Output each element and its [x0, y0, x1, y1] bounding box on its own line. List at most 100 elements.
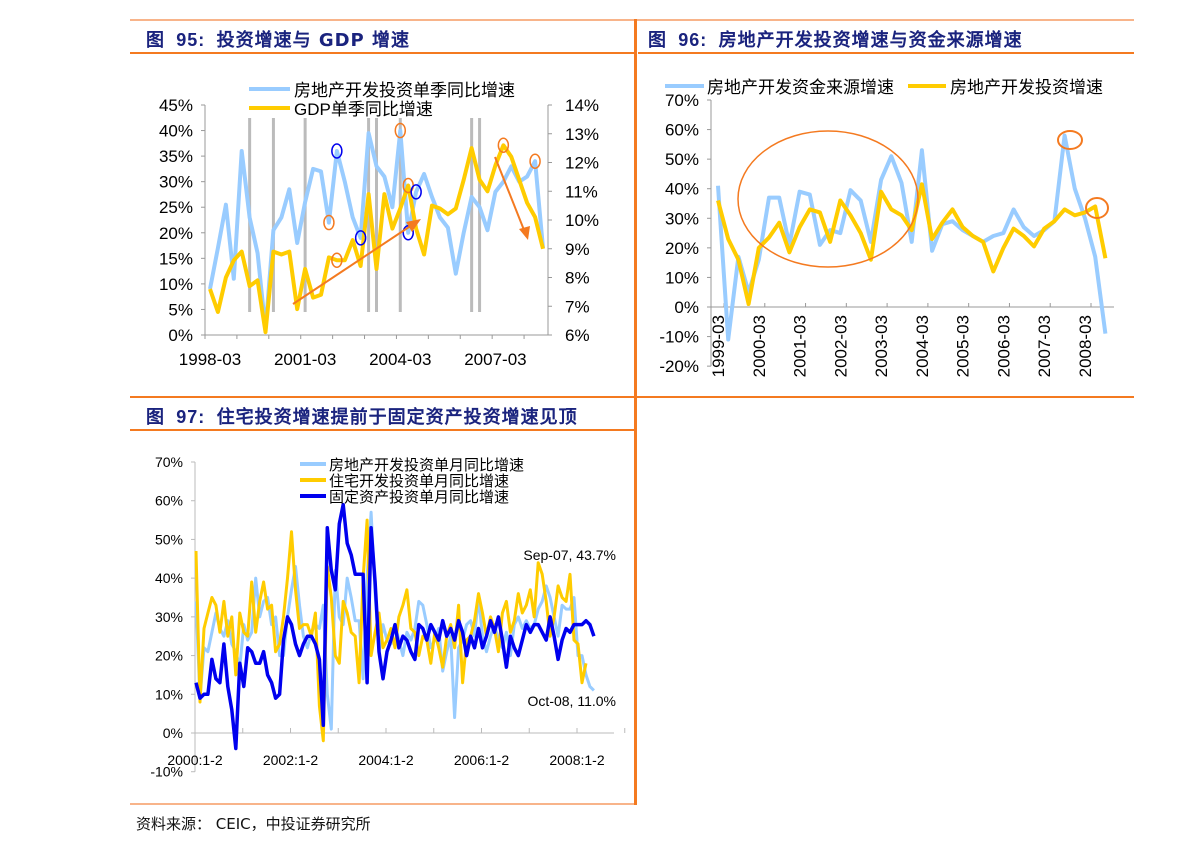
fig96-x-tick-label: 2001-03: [791, 315, 810, 377]
fig96-y-tick-label: -20%: [659, 357, 699, 376]
fig95-blue-circle-marker: [410, 184, 422, 200]
fig97-title-underline: [130, 429, 636, 431]
fig96-title-text: 房地产开发投资增速与资金来源增速: [718, 30, 1023, 51]
fig97-x-tick-label: 2002:1-2: [263, 752, 318, 768]
fig97-number: 97:: [176, 407, 206, 427]
fig97-y-tick-label: 50%: [155, 531, 183, 547]
fig95-prefix: 图: [146, 30, 165, 51]
fig96-peak-circle-marker: [1085, 197, 1109, 219]
fig96-x-tick-label: 1999-03: [709, 315, 728, 377]
fig97-legend-label-fixedasset: 固定资产投资单月同比增速: [329, 489, 509, 506]
fig96-y-tick-label: 30%: [665, 209, 699, 228]
fig95-legend-label-gdp: GDP单季同比增速: [294, 100, 433, 119]
fig95-left-tick-label: 0%: [168, 326, 193, 345]
fig95-x-tick-label: 2001-03: [274, 350, 336, 369]
fig96-y-tick-label: 10%: [665, 268, 699, 287]
fig96-title-underline: [638, 52, 1134, 54]
fig95-x-tick-label: 1998-03: [179, 350, 241, 369]
fig96-legend-label-funding: 房地产开发资金来源增速: [707, 78, 894, 97]
bottom-border-line: [130, 803, 636, 805]
fig95-right-tick-label: 13%: [565, 125, 599, 144]
fig97-series-fixedasset-line: [194, 502, 596, 751]
fig95-downtrend-arrowhead: [519, 226, 530, 240]
fig95-left-tick-label: 45%: [159, 96, 193, 115]
fig95-title-text: 投资增速与 GDP 增速: [216, 30, 411, 51]
fig97-title: 图 97: 住宅投资增速提前于固定资产投资增速见顶: [146, 403, 578, 429]
fig95-left-tick-label: 40%: [159, 122, 193, 141]
fig95-right-tick-label: 10%: [565, 211, 599, 230]
fig95-orange-circle-marker: [331, 252, 343, 268]
fig95-title-underline: [130, 52, 636, 54]
fig97-data-label-peak: Sep-07, 43.7%: [523, 547, 616, 563]
fig96-number: 96:: [678, 30, 708, 50]
fig97-prefix: 图: [146, 407, 165, 428]
fig96-title: 图 96: 房地产开发投资增速与资金来源增速: [648, 26, 1023, 52]
fig95-blue-circle-marker: [354, 230, 367, 246]
fig96-highlight-ellipse: [737, 130, 919, 268]
fig97-y-tick-label: 0%: [163, 725, 183, 741]
fig97-legend-label-residential: 住宅开发投资单月同比增速: [329, 473, 509, 490]
fig95-left-tick-label: 10%: [159, 275, 193, 294]
fig95-right-tick-label: 14%: [565, 96, 599, 115]
fig96-y-tick-label: 40%: [665, 180, 699, 199]
fig95-blue-circle-marker: [331, 143, 343, 159]
fig95-right-tick-label: 7%: [565, 297, 590, 316]
fig95-left-tick-label: 30%: [159, 173, 193, 192]
fig97-y-tick-label: 20%: [155, 648, 183, 664]
fig96-y-tick-label: 70%: [665, 91, 699, 110]
fig96-y-tick-label: 50%: [665, 150, 699, 169]
fig95-orange-circle-marker: [529, 153, 541, 169]
fig95-left-tick-label: 35%: [159, 147, 193, 166]
fig96-y-tick-label: -10%: [659, 328, 699, 347]
fig95-left-tick-label: 15%: [159, 249, 193, 268]
fig96-y-tick-label: 60%: [665, 121, 699, 140]
fig95-uptrend-arrow-line: [292, 224, 413, 305]
fig95-x-tick-label: 2004-03: [369, 350, 431, 369]
fig95-orange-circle-marker: [323, 214, 335, 231]
fig96-series-funding-line: [716, 133, 1108, 342]
fig97-x-tick-label: 2006:1-2: [454, 752, 509, 768]
fig97-title-text: 住宅投资增速提前于固定资产投资增速见顶: [216, 407, 578, 428]
fig95-right-tick-label: 11%: [565, 182, 598, 201]
fig95-downtrend-arrow-line: [494, 156, 525, 231]
fig95-series-gdp-line: [208, 143, 545, 335]
fig96-x-tick-label: 2003-03: [872, 315, 891, 377]
fig96-x-tick-label: 2002-03: [831, 315, 850, 377]
fig95-x-tick-label: 2007-03: [464, 350, 526, 369]
top-border-line: [130, 19, 1134, 21]
fig95-orange-circle-marker: [497, 137, 510, 153]
fig95-legend-label-investment: 房地产开发投资单季同比增速: [294, 81, 515, 100]
fig97-x-tick-label: 2004:1-2: [358, 752, 413, 768]
fig96-legend-label-investment: 房地产开发投资增速: [950, 78, 1103, 97]
row-divider-line: [130, 396, 1134, 398]
fig97-y-tick-label: 40%: [155, 570, 183, 586]
fig95-blue-circle-marker: [402, 225, 414, 241]
fig95-left-tick-label: 5%: [168, 300, 193, 319]
fig96-prefix: 图: [648, 30, 667, 51]
fig97-series-residential-line: [194, 518, 588, 743]
fig97-x-tick-label: 2008:1-2: [549, 752, 604, 768]
fig95-right-tick-label: 8%: [565, 269, 590, 288]
fig96-x-tick-label: 2006-03: [994, 315, 1013, 377]
fig96-y-tick-label: 20%: [665, 239, 699, 258]
fig95-left-tick-label: 20%: [159, 224, 193, 243]
fig95-orange-circle-marker: [394, 122, 407, 139]
fig96-series-investment-line: [716, 182, 1108, 306]
fig95-right-tick-label: 9%: [565, 240, 590, 259]
fig97-y-tick-label: -10%: [150, 764, 183, 780]
fig96-y-tick-label: 0%: [674, 298, 699, 317]
fig96-x-tick-label: 2004-03: [913, 315, 932, 377]
fig96-x-tick-label: 2005-03: [954, 315, 973, 377]
fig95-title: 图 95: 投资增速与 GDP 增速: [146, 26, 410, 52]
fig97-y-tick-label: 30%: [155, 609, 183, 625]
fig97-legend-label-realestate: 房地产开发投资单月同比增速: [329, 457, 524, 474]
fig97-y-tick-label: 70%: [155, 454, 183, 470]
fig95-uptrend-arrowhead: [406, 219, 421, 232]
fig97-data-label-latest: Oct-08, 11.0%: [528, 693, 616, 709]
fig97-y-tick-label: 10%: [155, 686, 183, 702]
fig95-right-tick-label: 6%: [565, 326, 590, 345]
source-note: 资料来源： CEIC，中投证券研究所: [136, 815, 371, 833]
fig97-x-tick-label: 2000:1-2: [167, 752, 222, 768]
fig97-y-tick-label: 60%: [155, 493, 183, 509]
